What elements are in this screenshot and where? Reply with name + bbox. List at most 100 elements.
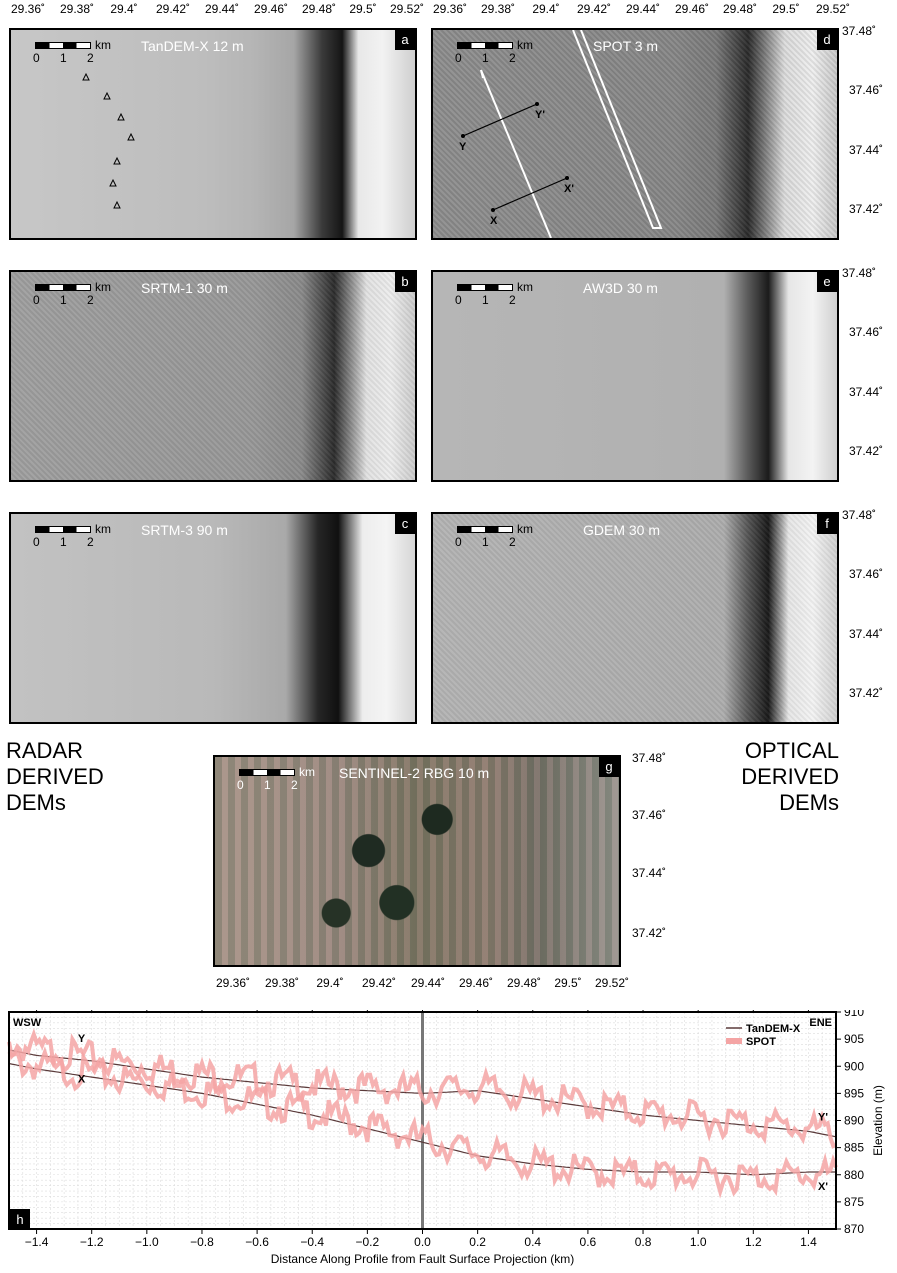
scale-tick: 0 <box>33 535 40 549</box>
panel-f-gdem: km 0 1 2 GDEM 30 m f <box>431 512 839 724</box>
lat-label: 37.48˚ <box>842 266 877 280</box>
x-tick-label: 0.0 <box>414 1235 431 1249</box>
panel-title: SRTM-3 90 m <box>141 522 228 538</box>
profile-label: Y' <box>535 109 545 121</box>
panel-b-srtm1: km 0 1 2 SRTM-1 30 m b <box>9 270 417 482</box>
top-axis-label: 29.5˚ <box>772 2 800 16</box>
profile-label: X <box>78 1074 86 1086</box>
x-tick-label: 1.0 <box>690 1235 707 1249</box>
top-axis-label: 29.36˚ <box>10 2 46 16</box>
x-tick-label: 0.8 <box>635 1235 652 1249</box>
x-tick-label: −0.2 <box>356 1235 380 1249</box>
scale-unit: km <box>517 38 533 52</box>
panel-letter: f <box>817 514 837 534</box>
top-axis-label: 29.46˚ <box>674 2 710 16</box>
scale-tick: 1 <box>482 51 489 65</box>
lat-label: 37.46˚ <box>632 808 667 822</box>
scale-tick: 2 <box>509 51 516 65</box>
profile-label: X' <box>818 1181 828 1193</box>
x-tick-label: 0.6 <box>580 1235 597 1249</box>
panel-title: SRTM-1 30 m <box>141 280 228 296</box>
scale-tick: 0 <box>455 535 462 549</box>
top-axis-label: 29.36˚ <box>432 2 468 16</box>
y-tick-label: 895 <box>844 1086 864 1100</box>
profile-label: X <box>490 215 498 227</box>
y-tick-label: 900 <box>844 1059 864 1073</box>
x-tick-label: 1.4 <box>800 1235 817 1249</box>
x-tick-label: −0.8 <box>190 1235 214 1249</box>
scale-unit: km <box>517 522 533 536</box>
scale-tick: 1 <box>264 778 271 792</box>
profile-label: Y <box>459 141 467 153</box>
bottom-axis-label: 29.36˚ <box>215 976 251 990</box>
top-axis-label: 29.38˚ <box>59 2 95 16</box>
y-tick-label: 875 <box>844 1195 864 1209</box>
x-tick-label: −0.4 <box>300 1235 324 1249</box>
lat-label: 37.48˚ <box>632 751 667 765</box>
lat-label: 37.44˚ <box>849 385 884 399</box>
x-tick-label: 1.2 <box>745 1235 762 1249</box>
top-axis-label: 29.42˚ <box>576 2 612 16</box>
panel-letter: e <box>817 272 837 292</box>
panel-letter: h <box>16 1212 23 1227</box>
scale-unit: km <box>95 38 111 52</box>
series-line-spot-x <box>7 1046 838 1199</box>
scale-tick: 0 <box>455 51 462 65</box>
lat-label: 37.44˚ <box>632 866 667 880</box>
lat-label: 37.42˚ <box>849 686 884 700</box>
series-line-spot-y <box>7 1028 837 1149</box>
panel-letter: g <box>599 757 619 777</box>
panel-letter: c <box>395 514 415 534</box>
bottom-axis-label: 29.48˚ <box>506 976 542 990</box>
panel-g-sentinel2: km 0 1 2 SENTINEL-2 RBG 10 m g <box>213 755 621 967</box>
top-axis-label: 29.5˚ <box>349 2 377 16</box>
x-tick-label: −1.4 <box>25 1235 49 1249</box>
bottom-axis-label: 29.44˚ <box>410 976 446 990</box>
scale-tick: 1 <box>60 51 67 65</box>
profile-label: Y <box>78 1033 86 1045</box>
panel-d-spot: km 0 1 2 SPOT 3 m d Y Y' X X' <box>431 28 839 240</box>
lat-label: 37.42˚ <box>632 926 667 940</box>
scale-unit: km <box>95 280 111 294</box>
corner-label: WSW <box>13 1017 42 1029</box>
legend-label: TanDEM-X <box>746 1023 801 1035</box>
y-axis-title: Elevation (m) <box>871 1085 885 1156</box>
scale-tick: 2 <box>291 778 298 792</box>
top-axis-label: 29.44˚ <box>204 2 240 16</box>
y-tick-label: 910 <box>844 1010 864 1019</box>
panel-title: SPOT 3 m <box>593 38 659 54</box>
scale-tick: 0 <box>33 51 40 65</box>
top-axis-label: 29.4˚ <box>532 2 560 16</box>
scale-bar: km 0 1 2 <box>455 522 547 552</box>
scale-tick: 2 <box>87 293 94 307</box>
top-axis-label: 29.4˚ <box>110 2 138 16</box>
bottom-axis-label: 29.42˚ <box>361 976 397 990</box>
panel-e-aw3d: km 0 1 2 AW3D 30 m e <box>431 270 839 482</box>
panel-letter: b <box>395 272 415 292</box>
scale-tick: 2 <box>509 293 516 307</box>
bottom-axis-label: 29.46˚ <box>458 976 494 990</box>
bottom-axis-label: 29.52˚ <box>594 976 630 990</box>
lat-label: 37.44˚ <box>849 143 884 157</box>
y-tick-label: 905 <box>844 1032 864 1046</box>
y-tick-label: 890 <box>844 1114 864 1128</box>
scale-unit: km <box>95 522 111 536</box>
top-axis-label: 29.52˚ <box>815 2 851 16</box>
scale-tick: 1 <box>482 535 489 549</box>
top-axis-label: 29.38˚ <box>480 2 516 16</box>
bottom-axis-label: 29.5˚ <box>554 976 582 990</box>
scale-unit: km <box>299 765 315 779</box>
x-tick-label: −1.2 <box>80 1235 104 1249</box>
panel-c-srtm3: km 0 1 2 SRTM-3 90 m c <box>9 512 417 724</box>
scale-tick: 0 <box>455 293 462 307</box>
panel-a-tandem-x: km 0 1 2 TanDEM-X 12 m a <box>9 28 417 240</box>
panel-title: TanDEM-X 12 m <box>141 38 244 54</box>
top-axis-label: 29.42˚ <box>155 2 191 16</box>
scale-tick: 0 <box>237 778 244 792</box>
panel-title: GDEM 30 m <box>583 522 661 538</box>
corner-label: ENE <box>809 1017 832 1029</box>
lat-label: 37.48˚ <box>842 508 877 522</box>
y-tick-label: 870 <box>844 1222 864 1236</box>
profile-overlay: Y Y' X X' <box>459 30 663 238</box>
profile-label: X' <box>564 183 574 195</box>
